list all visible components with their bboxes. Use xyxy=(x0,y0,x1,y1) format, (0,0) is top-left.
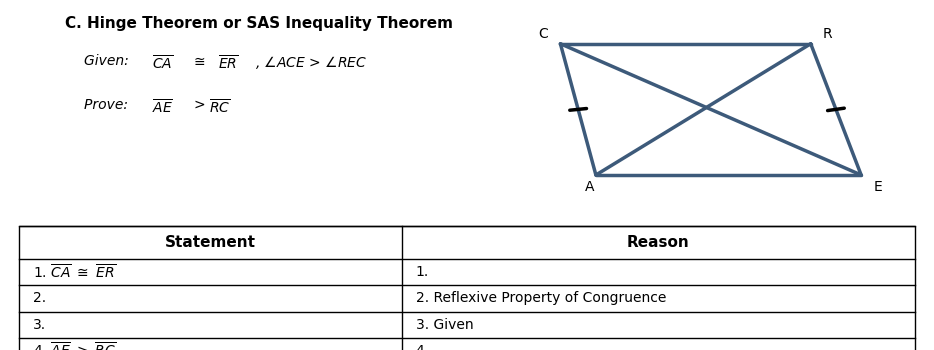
Text: $\overline{AE}$: $\overline{AE}$ xyxy=(152,98,173,116)
Text: 4.: 4. xyxy=(416,344,429,350)
Text: R: R xyxy=(823,28,832,42)
Text: $>$: $>$ xyxy=(191,98,206,112)
Text: E: E xyxy=(873,180,882,194)
Text: Given:: Given: xyxy=(84,54,134,68)
Text: Prove:: Prove: xyxy=(84,98,133,112)
Text: C: C xyxy=(539,28,548,42)
Text: 3. Given: 3. Given xyxy=(416,318,474,332)
Text: 4. $\overline{AE}$ $>$ $\overline{RC}$: 4. $\overline{AE}$ $>$ $\overline{RC}$ xyxy=(33,342,116,350)
Text: $\overline{RC}$: $\overline{RC}$ xyxy=(209,98,231,116)
Text: $\overline{ER}$: $\overline{ER}$ xyxy=(218,54,238,72)
Text: C. Hinge Theorem or SAS Inequality Theorem: C. Hinge Theorem or SAS Inequality Theor… xyxy=(65,16,453,31)
Text: 1.: 1. xyxy=(416,265,429,279)
Text: 2.: 2. xyxy=(33,291,46,305)
Text: 3.: 3. xyxy=(33,318,46,332)
Text: $\overline{CA}$: $\overline{CA}$ xyxy=(152,54,174,72)
Text: , $\angle ACE$ > $\angle REC$: , $\angle ACE$ > $\angle REC$ xyxy=(255,54,367,71)
Text: Statement: Statement xyxy=(164,235,256,250)
Text: $\cong$: $\cong$ xyxy=(191,54,206,68)
Text: 2. Reflexive Property of Congruence: 2. Reflexive Property of Congruence xyxy=(416,291,666,305)
Text: Reason: Reason xyxy=(627,235,690,250)
Text: 1. $\overline{CA}$ $\cong$ $\overline{ER}$: 1. $\overline{CA}$ $\cong$ $\overline{ER… xyxy=(33,263,116,281)
Text: A: A xyxy=(585,180,595,194)
Bar xyxy=(19,226,915,350)
